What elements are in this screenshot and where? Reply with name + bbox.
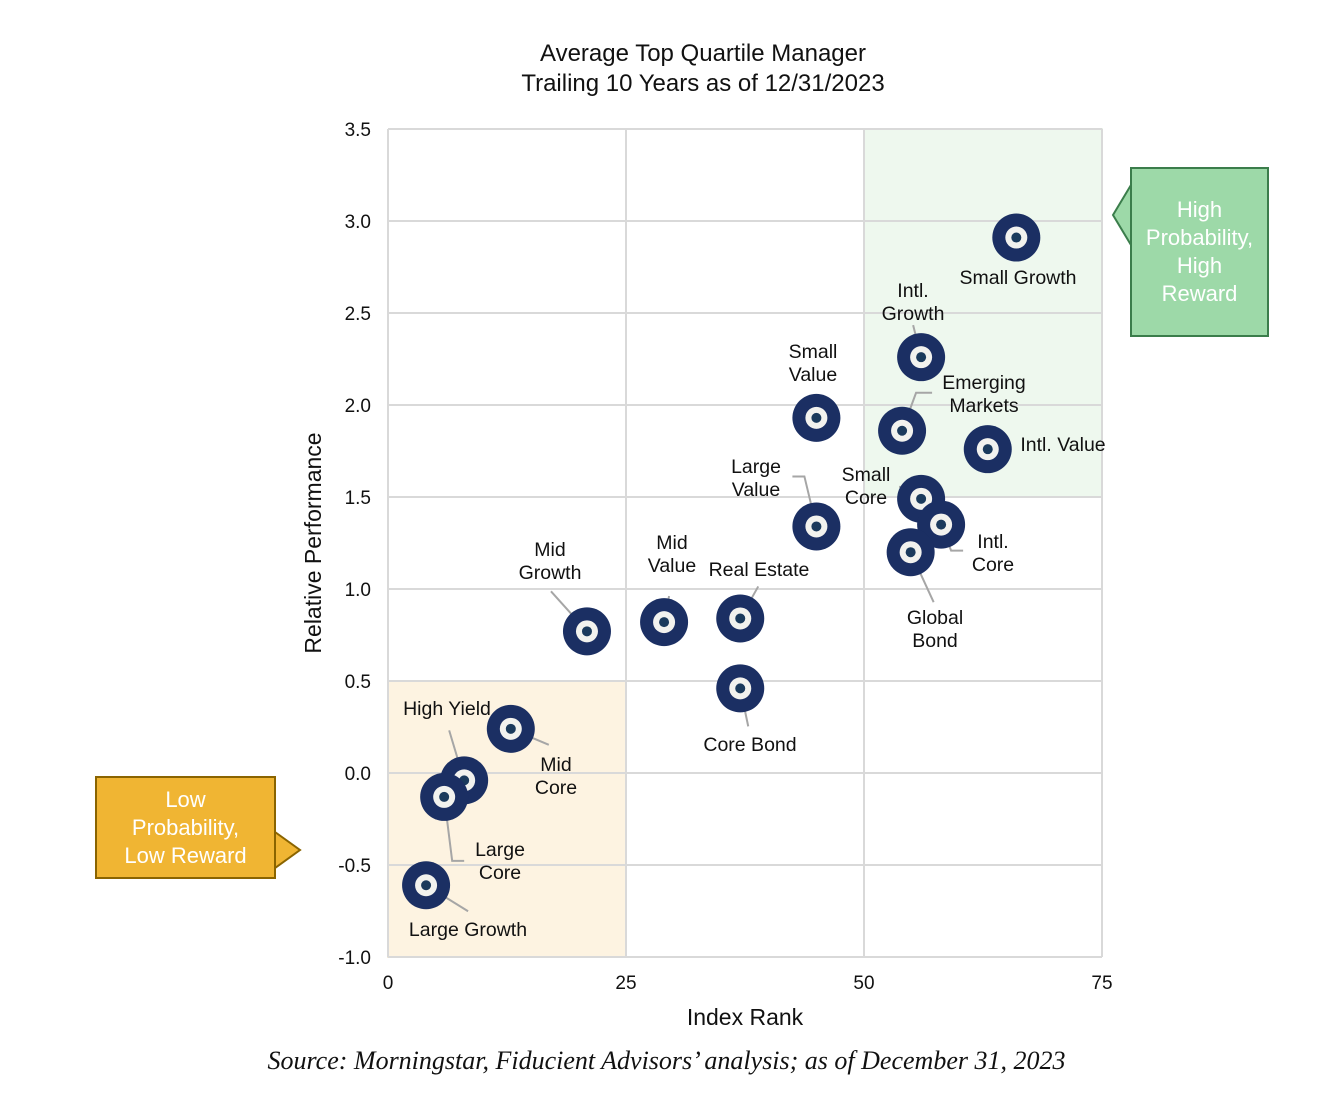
data-point-center bbox=[936, 519, 947, 530]
data-point-center bbox=[505, 723, 516, 734]
data-point-center bbox=[439, 791, 450, 802]
x-tick-label: 50 bbox=[853, 973, 874, 994]
y-tick-label: 0.0 bbox=[345, 764, 371, 785]
y-tick-label: 1.0 bbox=[345, 580, 371, 601]
data-point-center bbox=[897, 425, 908, 436]
y-tick-label: 2.5 bbox=[345, 304, 371, 325]
data-label: Mid Growth bbox=[519, 539, 582, 584]
data-label: Large Core bbox=[475, 839, 525, 884]
y-tick-label: 1.5 bbox=[345, 488, 371, 509]
data-label: Small Core bbox=[842, 464, 891, 509]
data-label: Large Value bbox=[731, 456, 781, 501]
y-tick-label: 0.5 bbox=[345, 672, 371, 693]
chart-title-line1: Average Top Quartile Manager bbox=[540, 40, 866, 67]
data-point-center bbox=[905, 547, 916, 558]
data-label: Large Growth bbox=[409, 919, 527, 941]
data-point-center bbox=[735, 683, 746, 694]
data-label: Mid Core bbox=[535, 754, 577, 799]
data-label: Core Bond bbox=[703, 734, 796, 756]
data-label: Small Growth bbox=[959, 267, 1076, 289]
y-axis-label: Relative Performance bbox=[300, 432, 326, 653]
data-label: Emerging Markets bbox=[942, 372, 1025, 417]
y-tick-label: 3.5 bbox=[345, 120, 371, 141]
source-note: Source: Morningstar, Fiducient Advisors’… bbox=[267, 1046, 1066, 1075]
data-label: Mid Value bbox=[648, 532, 696, 577]
data-point-center bbox=[581, 626, 592, 637]
y-tick-label: -1.0 bbox=[338, 948, 371, 969]
data-point-center bbox=[659, 617, 670, 628]
data-label: Intl. Value bbox=[1020, 434, 1105, 456]
data-label: Global Bond bbox=[907, 607, 963, 652]
y-tick-label: 3.0 bbox=[345, 212, 371, 233]
data-label: High Yield bbox=[403, 698, 491, 720]
data-label: Intl. Core bbox=[972, 531, 1014, 576]
data-point-center bbox=[735, 613, 746, 624]
data-label: Real Estate bbox=[709, 559, 810, 581]
data-label: Intl. Growth bbox=[882, 280, 945, 325]
data-point-center bbox=[1011, 232, 1022, 243]
data-label: Small Value bbox=[789, 341, 838, 386]
high-callout-arrow bbox=[1111, 181, 1132, 249]
data-point-center bbox=[982, 444, 993, 455]
data-point-center bbox=[421, 880, 432, 891]
x-tick-label: 75 bbox=[1091, 973, 1112, 994]
data-point-center bbox=[916, 352, 927, 363]
y-tick-label: 2.0 bbox=[345, 396, 371, 417]
low-callout-arrow bbox=[274, 830, 302, 870]
high-probability-callout: High Probability, High Reward bbox=[1130, 167, 1269, 337]
y-tick-label: -0.5 bbox=[338, 856, 371, 877]
x-tick-label: 0 bbox=[383, 973, 394, 994]
data-point-center bbox=[916, 493, 927, 504]
chart-title-line2: Trailing 10 Years as of 12/31/2023 bbox=[521, 70, 884, 97]
x-axis-label: Index Rank bbox=[687, 1004, 804, 1030]
data-point-center bbox=[811, 521, 822, 532]
low-probability-callout: Low Probability, Low Reward bbox=[95, 776, 276, 879]
data-point-center bbox=[811, 412, 822, 423]
x-tick-label: 25 bbox=[615, 973, 636, 994]
